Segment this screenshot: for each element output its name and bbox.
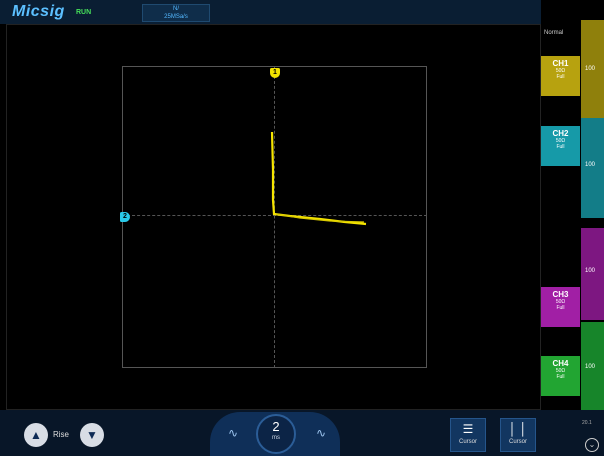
top-bar [0,0,541,24]
ch3-panel[interactable]: CH3 50Ω Full [541,287,580,327]
ch1-bandwidth: Full [556,74,565,80]
ch1-name: CH1 [552,59,569,68]
arrow-up-icon: ▲ [30,428,42,442]
sample-rate: 25MSa/s [164,14,188,20]
ch4-coupling: 50Ω [555,368,566,374]
timebase-value: 2 [272,419,280,434]
ch4-scale-label: 100 [585,364,596,370]
cursor-horizontal-icon: ☰ [462,422,474,436]
trace-line [270,131,367,226]
cursor2-label: Cursor [508,439,527,445]
ch2-scale-bar[interactable]: 100 [581,118,604,218]
wave-right-icon[interactable]: ∿ [316,426,327,440]
ch3-scale-bar[interactable]: 100 [581,228,604,320]
vertical-center-line [274,66,275,368]
acquisition-info[interactable]: N/ 25MSa/s [142,4,210,22]
menu-chevron-icon[interactable]: ⌄ [585,438,599,452]
ch4-bandwidth: Full [556,374,565,380]
misc-readout: 20.1 [582,420,592,426]
vertical-cursor-button[interactable]: │ │ Cursor [500,418,536,452]
ch1-marker[interactable]: 1 [270,68,280,78]
trigger-edge-label[interactable]: Rise [53,430,70,439]
wave-left-icon[interactable]: ∿ [228,426,239,440]
ch3-coupling: 50Ω [555,299,566,305]
timebase-unit: ms [272,435,280,441]
cursor-vertical-icon: │ │ [508,422,528,436]
ch1-coupling: 50Ω [555,68,566,74]
ch3-name: CH3 [552,290,569,299]
trigger-up-button[interactable]: ▲ [24,423,48,447]
ch3-bandwidth: Full [556,305,565,311]
ch2-marker[interactable]: 2 [120,212,130,222]
timebase-knob[interactable]: 2 ms [256,414,296,454]
ch4-panel[interactable]: CH4 50Ω Full [541,356,580,396]
cursor1-label: Cursor [458,439,477,445]
brand-logo: Micsig [12,3,65,20]
ch2-panel[interactable]: CH2 50Ω Full [541,126,580,166]
ch2-bandwidth: Full [556,144,565,150]
ch1-panel[interactable]: CH1 50Ω Full [541,56,580,96]
ch1-scale-bar[interactable]: 100 [581,20,604,126]
acquisition-mode: N/ [173,6,179,12]
ch2-name: CH2 [552,129,569,138]
run-status[interactable]: RUN [76,9,92,16]
trace-line-echo [275,213,365,223]
trigger-mode[interactable]: Normal [544,30,564,36]
ch3-scale-label: 100 [585,268,596,274]
ch4-scale-bar[interactable]: 100 [581,322,604,412]
waveform-display[interactable] [6,24,541,410]
trigger-down-button[interactable]: ▼ [80,423,104,447]
arrow-down-icon: ▼ [86,428,98,442]
ch4-name: CH4 [552,359,569,368]
ch1-scale-label: 100 [585,66,596,72]
horizontal-cursor-button[interactable]: ☰ Cursor [450,418,486,452]
ch2-coupling: 50Ω [555,138,566,144]
ch2-scale-label: 100 [585,162,596,168]
